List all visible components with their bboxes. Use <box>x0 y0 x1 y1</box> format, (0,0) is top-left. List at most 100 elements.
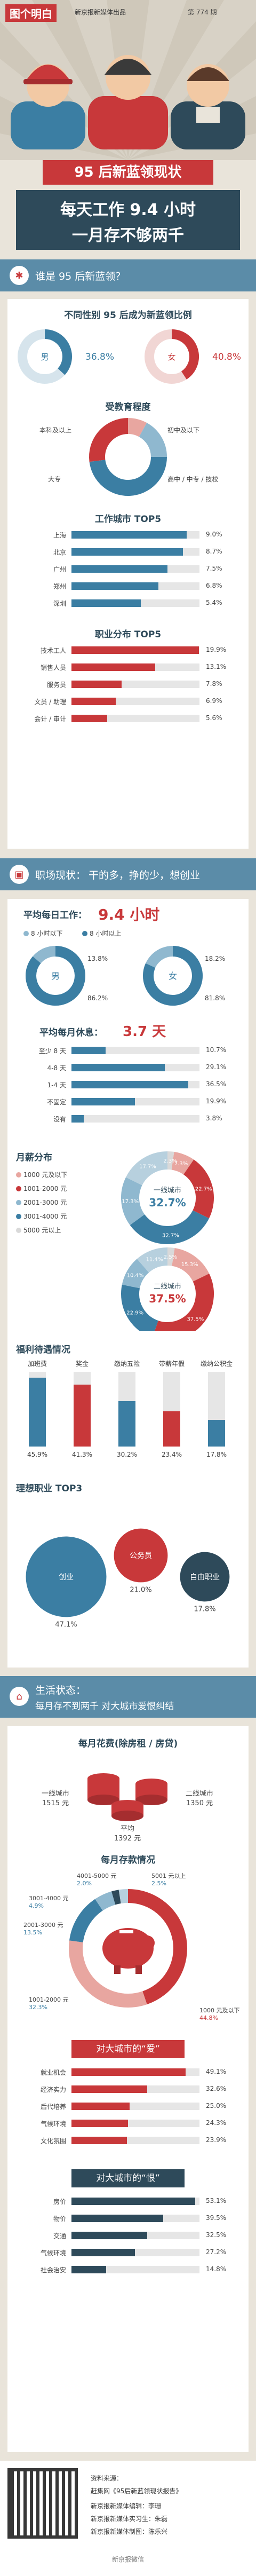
benefit-value: 45.9% <box>27 1451 48 1458</box>
city-label: 广州 <box>53 566 66 573</box>
hate-label: 气候环境 <box>40 2249 66 2257</box>
rest-label: 至少 8 天 <box>38 1047 66 1055</box>
rest-label: 不固定 <box>46 1099 66 1106</box>
love-value: 24.3% <box>206 2119 227 2127</box>
legend-swatch <box>16 1172 21 1178</box>
love-row: 后代培养 25.0% <box>7 2100 249 2113</box>
rest-bar <box>71 1064 165 1071</box>
job-row: 销售人员 13.1% <box>7 661 249 674</box>
hours-legend-under: 8 小时以下 <box>23 929 62 938</box>
education-title: 受教育程度 <box>105 402 151 413</box>
city-label: 上海 <box>53 532 66 539</box>
hate-bars: 房价 53.1% 物价 39.5% 交通 32.5% 气候环境 27.2% 社会治安 14.8% <box>7 2195 249 2286</box>
salary-legend-item: 2001-3000 元 <box>16 1198 67 1207</box>
legend-swatch <box>16 1200 21 1205</box>
briefcase-icon: ▣ <box>10 865 29 884</box>
gender-title: 不同性别 95 后成为新蓝领比例 <box>64 310 192 321</box>
ideal-chart: 创业 47.1% 公务员 21.0% 自由职业 17.8% <box>26 1528 230 1629</box>
education-slice-0 <box>127 418 147 437</box>
rest-title: 平均每月休息： <box>39 1028 103 1038</box>
female-label: 女 <box>167 352 175 362</box>
salary-title: 月薪分布 <box>16 1152 52 1163</box>
hate-row: 气候环境 27.2% <box>7 2246 249 2259</box>
edu-label-1: 初中及以下 <box>167 426 199 434</box>
love-label: 经济实力 <box>40 2086 66 2093</box>
rest-value: 3.8% <box>206 1115 222 1122</box>
tier1-slice-3 <box>130 1210 210 1244</box>
love-value: 25.0% <box>206 2102 227 2109</box>
rest-value: 3.7 天 <box>123 1024 166 1040</box>
city-bar <box>71 582 159 590</box>
love-title: 对大城市的“爱” <box>71 2040 185 2058</box>
love-bar <box>71 2085 148 2093</box>
gender-chart: 男 女 36.8% 40.8% <box>18 329 241 384</box>
source-title: 资料来源： <box>91 2475 123 2482</box>
city-value: 7.5% <box>206 565 222 572</box>
hate-label: 房价 <box>53 2198 66 2206</box>
job-bar <box>71 646 199 654</box>
spend-avg-label: 平均 <box>121 1825 134 1833</box>
love-label: 文化氛围 <box>40 2137 66 2145</box>
rest-row: 至少 8 天 10.7% <box>7 1044 249 1057</box>
section3-subtitle: 每月存不到两千 对大城市爱恨纠结 <box>35 1701 174 1712</box>
love-bars: 就业机会 49.1% 经济实力 32.6% 后代培养 25.0% 气候环境 24.3% 文化氛围… <box>7 2066 249 2156</box>
love-row: 气候环境 24.3% <box>7 2117 249 2130</box>
benefit-bar <box>163 1411 180 1447</box>
tier1-highlight: 32.7% <box>149 1196 186 1209</box>
hate-value: 32.5% <box>206 2231 227 2239</box>
ideal-title: 理想职业 TOP3 <box>16 1483 83 1494</box>
section3-header: ⌂ 生活状态： 每月存不到两千 对大城市爱恨纠结 <box>0 1676 256 1718</box>
hate-bar <box>71 2215 164 2222</box>
tier1-slice-label: 17.3% <box>122 1199 139 1205</box>
tier2-slice-label: 37.5% <box>187 1316 204 1322</box>
benefit-bar <box>29 1378 46 1447</box>
job-value: 13.1% <box>206 663 227 670</box>
hate-title: 对大城市的“恨” <box>71 2169 185 2187</box>
city-row: 上海 9.0% <box>7 528 249 541</box>
tier2-slice-4 <box>122 1259 149 1289</box>
city-label: 北京 <box>53 549 66 556</box>
hate-bar <box>71 2266 106 2273</box>
tier2-slice-3 <box>121 1284 159 1331</box>
city-label: 郑州 <box>53 583 66 590</box>
savings-title: 每月存款情况 <box>101 1855 155 1866</box>
footer: 资料来源： 赶集网《95后新蓝领现状报告》 新京报新媒体编辑：李珊 新京报新媒体… <box>0 2461 256 2576</box>
job-label: 会计 / 审计 <box>34 715 66 723</box>
job-label: 技术工人 <box>40 647 66 654</box>
job-value: 7.8% <box>206 680 222 688</box>
city-row: 深圳 5.4% <box>7 597 249 610</box>
section3-panel: 每月花费(除房租 / 房贷) 一线城市 1515 元 二线城市 1350 元 平… <box>7 1726 249 2452</box>
job-bar <box>71 681 122 688</box>
love-value: 49.1% <box>206 2068 227 2075</box>
rest-value: 10.7% <box>206 1046 227 1054</box>
qr-code[interactable] <box>7 2468 78 2539</box>
education-slice-3 <box>89 418 129 462</box>
job-row: 会计 / 审计 5.6% <box>7 712 249 725</box>
rest-label: 没有 <box>53 1116 66 1123</box>
hate-value: 53.1% <box>206 2197 227 2204</box>
female-arc <box>171 329 199 380</box>
hero-subtitle-box: 每天工作 9.4 小时 一月存不够两千 <box>16 190 240 250</box>
benefit-bar <box>74 1385 91 1447</box>
tier2-label: 二线城市 <box>154 1282 181 1291</box>
benefits-title: 福利待遇情况 <box>16 1345 70 1355</box>
rest-label: 1-4 天 <box>47 1081 66 1089</box>
tier1-slice-4 <box>121 1177 145 1226</box>
city-value: 6.8% <box>206 582 222 589</box>
benefits-columns: 加班费 45.9% 奖金 41.3% 缴纳五险 30.2% 带薪年假 23.4% 缴纳公积金 17… <box>16 1359 240 1466</box>
love-bar <box>71 2120 129 2127</box>
benefit-label: 带薪年假 <box>158 1360 185 1368</box>
section2-header: ▣ 职场现状： 干的多，挣的少，想创业 <box>0 858 256 890</box>
ideal-value: 47.1% <box>55 1621 77 1629</box>
savings-slice-4 <box>111 1890 121 1905</box>
savings-value: 2.5% <box>151 1880 166 1887</box>
savings-value: 4.9% <box>29 1902 44 1909</box>
tier2-highlight: 37.5% <box>149 1292 186 1305</box>
tier2-slice-label: 2.5% <box>164 1254 177 1260</box>
hero-line-1: 每天工作 9.4 小时 <box>60 201 196 219</box>
edu-label-0: 本科及以上 <box>39 426 71 434</box>
tier1-slice-label: 2.3% <box>163 1158 177 1164</box>
benefit-label: 缴纳五险 <box>114 1360 140 1368</box>
savings-label: 3001-4000 元 <box>29 1895 68 1902</box>
legend-swatch <box>16 1214 21 1219</box>
